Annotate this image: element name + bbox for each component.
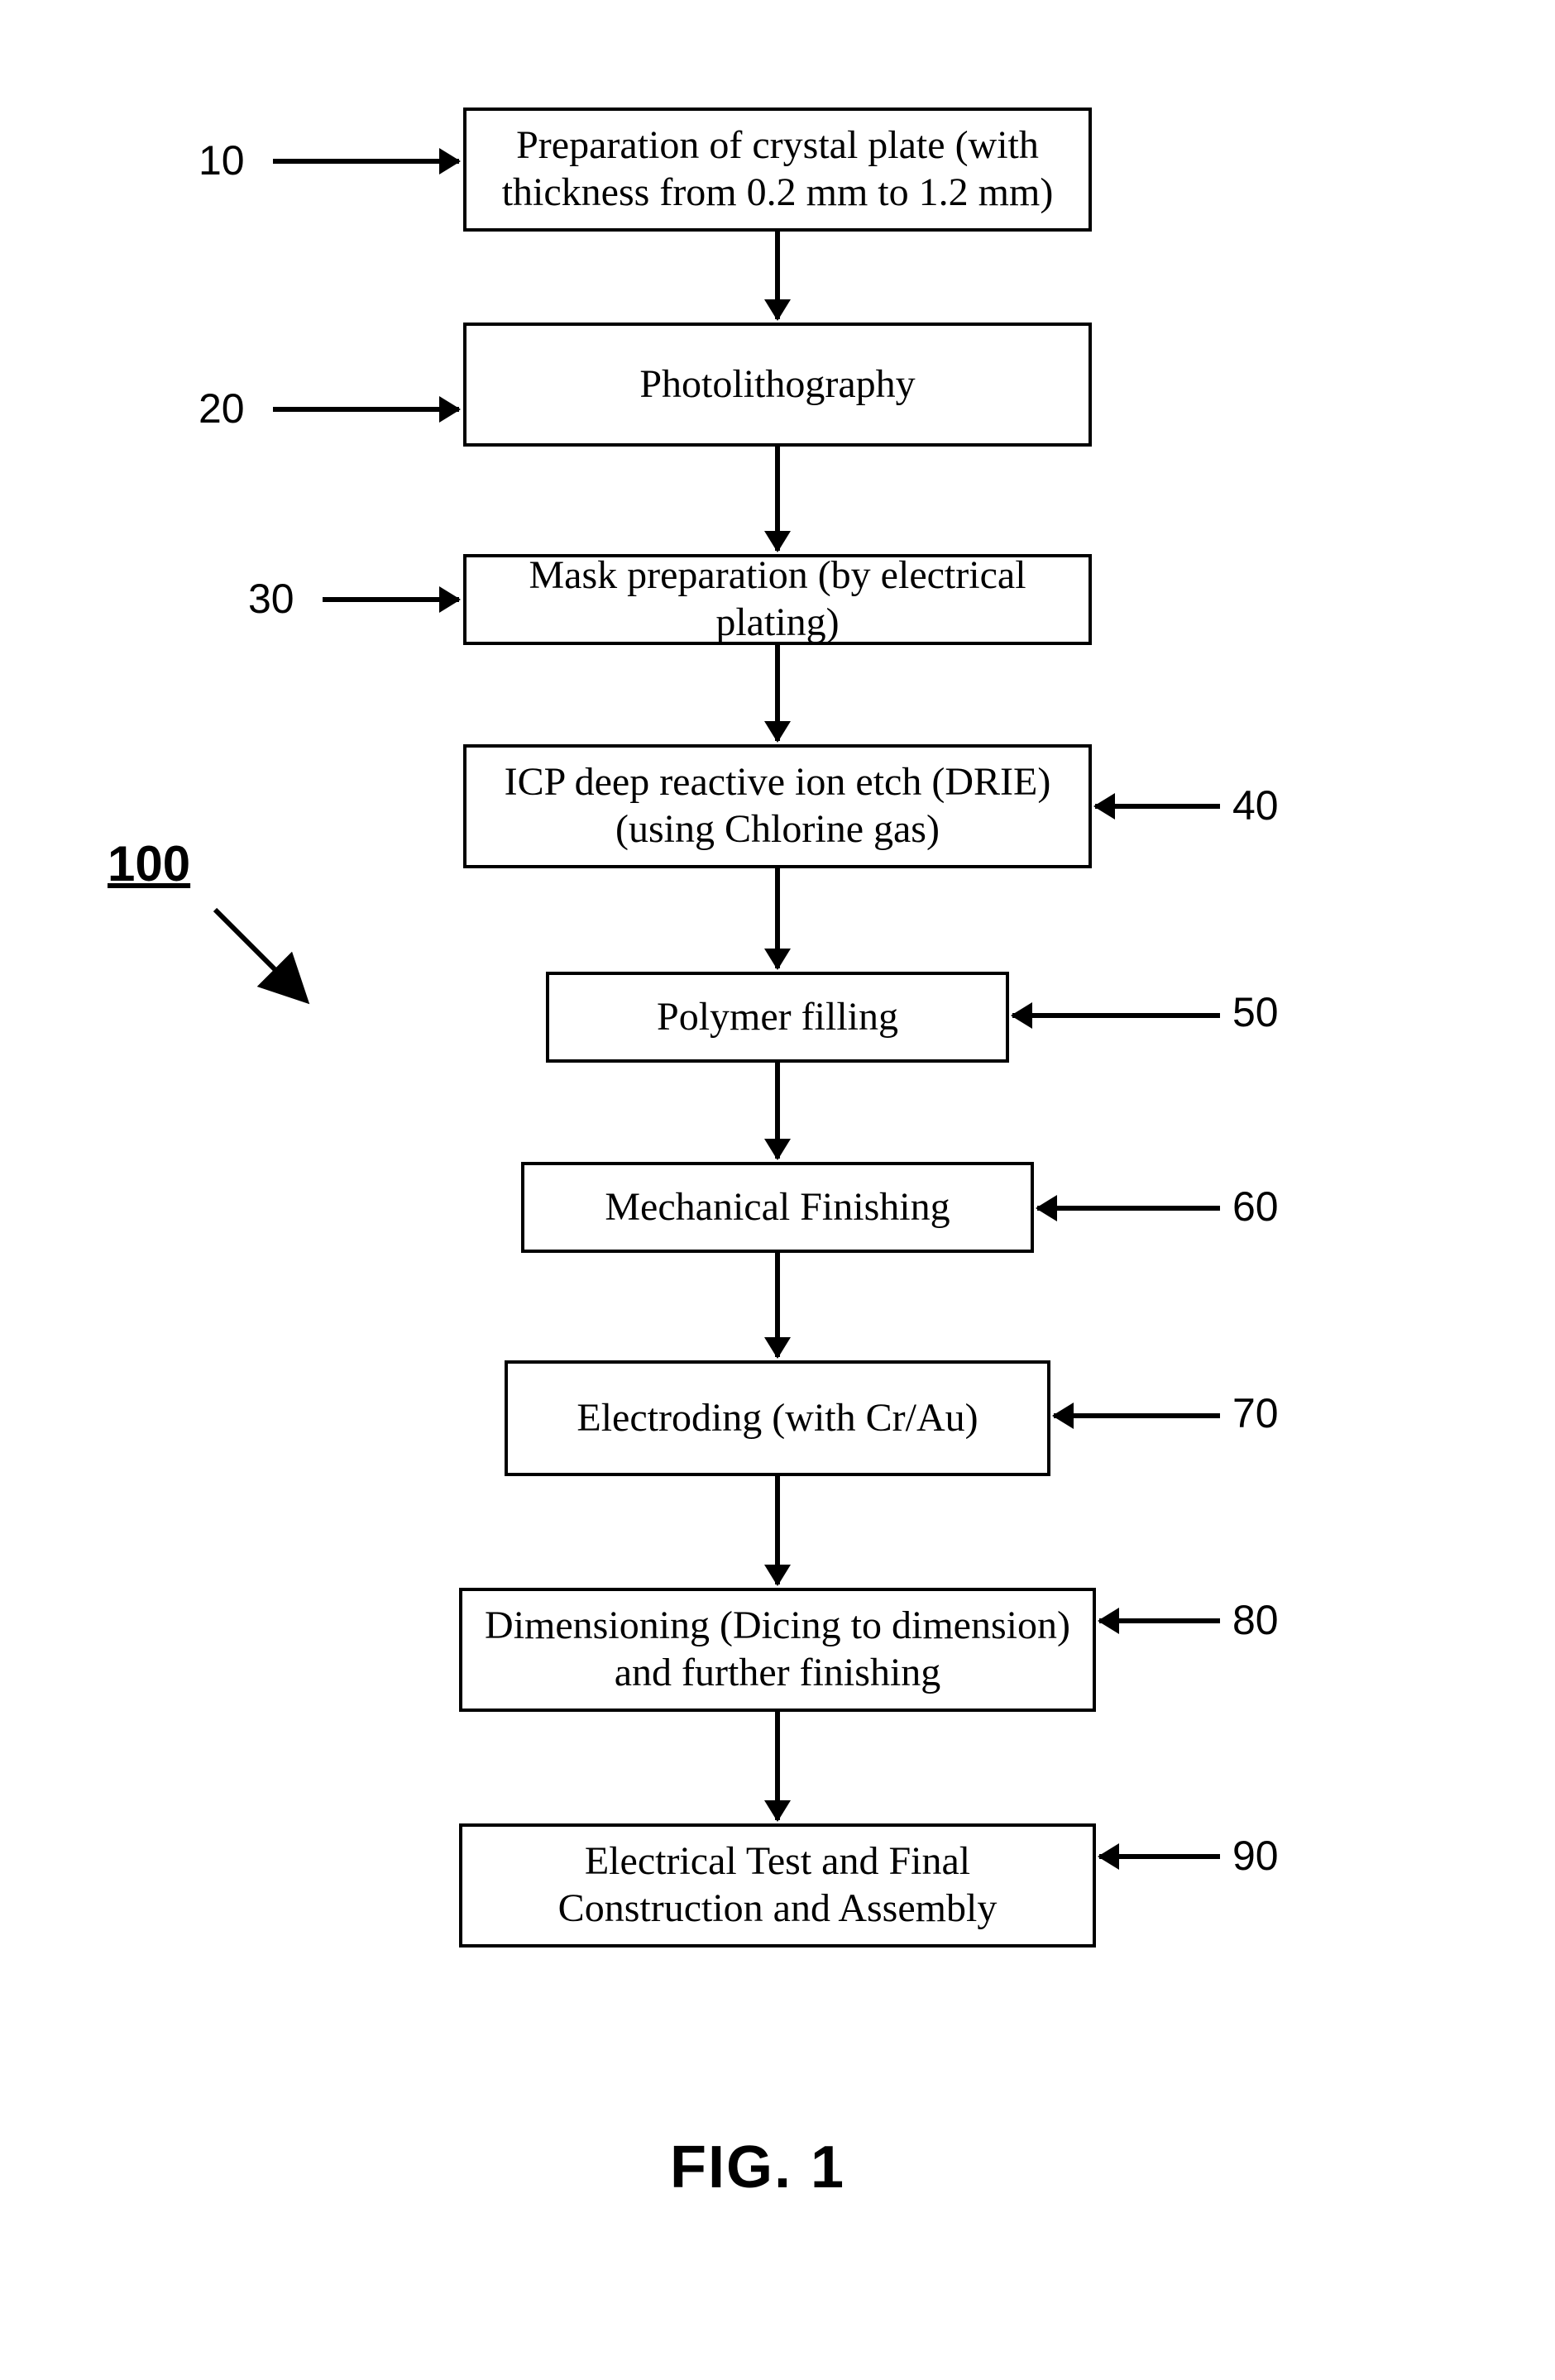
flow-step-text: Dimensioning (Dicing to dimension) and f… [482, 1603, 1073, 1696]
flow-step-text: Electrical Test and Final Construction a… [482, 1838, 1073, 1932]
step-label-90: 90 [1232, 1832, 1279, 1880]
flow-step-text: Mask preparation (by electrical plating) [486, 552, 1069, 646]
flow-connector-70-80 [775, 1476, 780, 1584]
step-label-10: 10 [199, 136, 245, 184]
step-pointer-80 [1099, 1618, 1220, 1623]
flow-step-text: ICP deep reactive ion etch (DRIE) (using… [486, 759, 1069, 853]
step-label-40: 40 [1232, 781, 1279, 829]
step-pointer-10 [273, 159, 459, 164]
flow-step-text: Polymer filling [657, 994, 898, 1041]
flow-connector-40-50 [775, 868, 780, 968]
step-pointer-20 [273, 407, 459, 412]
step-label-50: 50 [1232, 988, 1279, 1036]
step-label-80: 80 [1232, 1596, 1279, 1644]
flow-connector-10-20 [775, 232, 780, 319]
flow-step-70: Electroding (with Cr/Au) [505, 1360, 1050, 1476]
step-pointer-30 [323, 597, 459, 602]
step-label-20: 20 [199, 385, 245, 433]
flow-step-80: Dimensioning (Dicing to dimension) and f… [459, 1588, 1096, 1712]
flow-step-text: Mechanical Finishing [605, 1184, 950, 1231]
flow-connector-50-60 [775, 1063, 780, 1159]
flow-step-text: Electroding (with Cr/Au) [577, 1395, 978, 1442]
step-label-70: 70 [1232, 1389, 1279, 1437]
step-pointer-90 [1099, 1854, 1220, 1859]
flow-connector-30-40 [775, 645, 780, 741]
flow-step-10: Preparation of crystal plate (with thick… [463, 108, 1092, 232]
step-pointer-50 [1012, 1013, 1220, 1018]
figure-ref-label: 100 [108, 835, 190, 892]
flow-connector-80-90 [775, 1712, 780, 1820]
step-label-30: 30 [248, 575, 294, 623]
step-label-60: 60 [1232, 1183, 1279, 1231]
step-pointer-60 [1037, 1206, 1220, 1211]
flow-step-20: Photolithography [463, 323, 1092, 447]
flow-connector-60-70 [775, 1253, 780, 1357]
flow-step-text: Photolithography [639, 361, 915, 409]
step-pointer-40 [1095, 804, 1220, 809]
flow-step-90: Electrical Test and Final Construction a… [459, 1823, 1096, 1947]
flow-step-30: Mask preparation (by electrical plating) [463, 554, 1092, 645]
figure-ref-arrow [190, 885, 331, 1025]
step-pointer-70 [1054, 1413, 1220, 1418]
flow-step-40: ICP deep reactive ion etch (DRIE) (using… [463, 744, 1092, 868]
flow-step-text: Preparation of crystal plate (with thick… [486, 122, 1069, 216]
flow-connector-20-30 [775, 447, 780, 551]
figure-caption: FIG. 1 [670, 2134, 845, 2201]
flow-step-50: Polymer filling [546, 972, 1009, 1063]
flow-step-60: Mechanical Finishing [521, 1162, 1034, 1253]
